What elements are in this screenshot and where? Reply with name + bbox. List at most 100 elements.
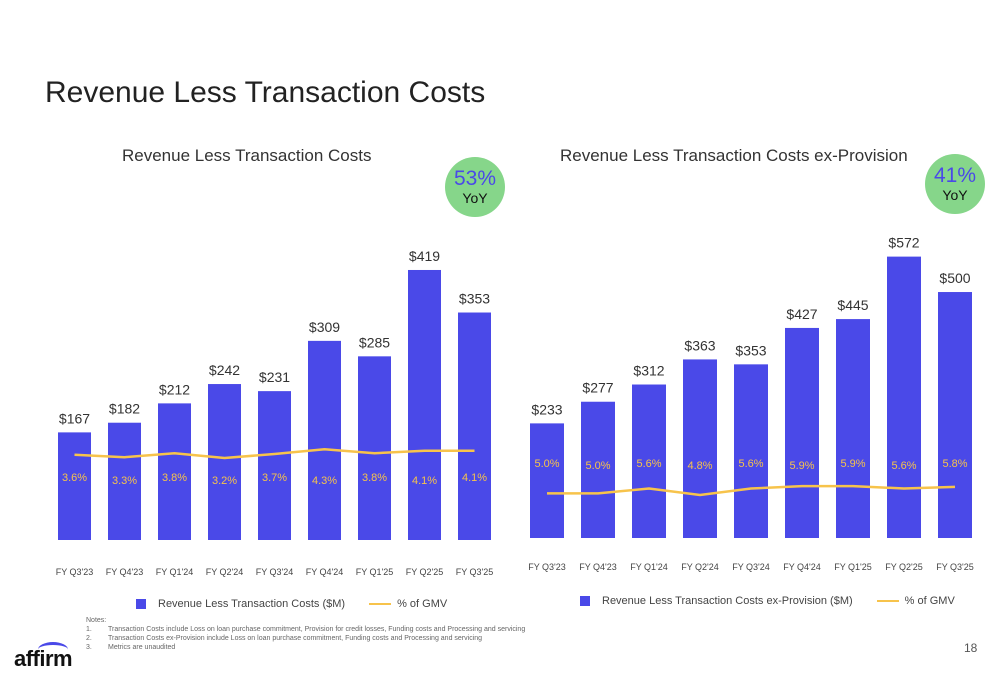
bar [530,423,564,538]
bar [58,432,91,540]
legend-line-swatch [369,603,392,605]
bar [308,340,341,540]
gmv-pct-label: 5.6% [738,458,763,470]
bar-value-label: $353 [735,342,766,358]
logo-arc-icon [38,642,68,657]
bar [887,256,921,538]
bar-value-label: $212 [159,381,190,397]
yoy-pct-right: 41% [933,164,977,187]
bar [258,391,291,540]
page-title: Revenue Less Transaction Costs [45,76,486,109]
legend-line-label: % of GMV [397,598,448,610]
bar-value-label: $419 [409,248,440,264]
legend-left: Revenue Less Transaction Costs ($M) % of… [136,598,447,610]
bar [683,359,717,538]
yoy-label-left: YoY [462,190,488,206]
x-tick-label: FY Q1'25 [834,562,872,572]
note-item: 1. Transaction Costs include Loss on loa… [86,625,525,634]
gmv-pct-label: 5.9% [840,458,865,470]
gmv-pct-label: 3.3% [112,475,137,487]
gmv-pct-label: 3.7% [262,472,287,484]
gmv-pct-label: 4.3% [312,475,337,487]
gmv-pct-label: 4.8% [687,460,712,472]
x-tick-label: FY Q2'24 [681,562,719,572]
chart-title-left: Revenue Less Transaction Costs [122,146,372,165]
bar-value-label: $242 [209,362,240,378]
note-number: 3. [86,644,92,651]
legend-line-label: % of GMV [904,595,955,607]
x-tick-label: FY Q1'24 [630,562,668,572]
yoy-badge-left: 53% YoY [445,157,505,217]
legend-series-label: Revenue Less Transaction Costs ($M) [158,598,346,610]
bar-value-label: $309 [309,319,340,335]
bar [836,319,870,538]
bar-value-label: $233 [531,401,562,417]
x-tick-label: FY Q3'23 [56,567,94,577]
bar-value-label: $363 [684,337,715,353]
legend-bar-swatch [136,599,146,609]
gmv-pct-label: 5.6% [636,458,661,470]
bar [358,356,391,540]
gmv-pct-label: 4.1% [462,472,487,484]
x-tick-label: FY Q1'25 [356,567,394,577]
x-tick-label: FY Q4'24 [306,567,344,577]
bar-value-label: $277 [582,380,613,396]
note-text: Transaction Costs ex-Provision include L… [108,635,483,642]
note-text: Metrics are unaudited [108,644,176,651]
x-tick-label: FY Q4'24 [783,562,821,572]
page-number: 18 [964,641,978,655]
bar-value-label: $285 [359,334,390,350]
x-tick-label: FY Q4'23 [579,562,617,572]
gmv-pct-label: 3.8% [362,472,387,484]
x-tick-label: FY Q3'25 [936,562,974,572]
gmv-pct-label: 5.0% [534,458,559,470]
bar [785,327,819,538]
x-tick-label: FY Q2'24 [206,567,244,577]
bar-value-label: $182 [109,401,140,417]
bar [408,269,441,540]
x-tick-label: FY Q4'23 [106,567,144,577]
gmv-pct-label: 4.1% [412,475,437,487]
bar [632,384,666,538]
bar-value-label: $572 [888,235,919,251]
gmv-pct-label: 3.8% [162,472,187,484]
note-item: 3. Metrics are unaudited [86,643,525,652]
bar [108,422,141,540]
bar-value-label: $427 [786,306,817,322]
yoy-pct-left: 53% [453,167,497,190]
note-number: 2. [86,635,92,642]
bar-value-label: $445 [837,297,868,313]
x-tick-label: FY Q3'24 [732,562,770,572]
bar-value-label: $231 [259,369,290,385]
x-tick-label: FY Q3'24 [256,567,294,577]
legend-line-swatch [876,600,899,602]
yoy-badge-right: 41% YoY [925,154,985,214]
x-tick-label: FY Q1'24 [156,567,194,577]
bar [208,384,241,540]
gmv-line [74,447,475,460]
yoy-label-right: YoY [942,187,968,203]
gmv-pct-label: 5.9% [789,460,814,472]
bar-value-label: $312 [633,363,664,379]
gmv-pct-label: 5.8% [942,458,967,470]
chart-title-right: Revenue Less Transaction Costs ex-Provis… [560,146,908,165]
gmv-pct-label: 3.6% [62,472,87,484]
affirm-logo: affirm [14,642,73,672]
bar-value-label: $500 [939,270,970,286]
gmv-line [547,484,956,497]
bar [158,403,191,540]
footnotes: Notes: 1. Transaction Costs include Loss… [86,616,525,652]
bar [458,312,491,540]
bar-value-label: $167 [59,410,90,426]
gmv-pct-label: 3.2% [212,475,237,487]
legend-right: Revenue Less Transaction Costs ex-Provis… [580,595,955,607]
gmv-pct-label: 5.6% [891,460,916,472]
bar [938,292,972,538]
x-tick-label: FY Q3'25 [456,567,494,577]
x-tick-label: FY Q2'25 [885,562,923,572]
legend-bar-swatch [580,596,590,606]
bar [581,401,615,538]
note-text: Transaction Costs include Loss on loan p… [108,626,526,633]
bar-value-label: $353 [459,291,490,307]
